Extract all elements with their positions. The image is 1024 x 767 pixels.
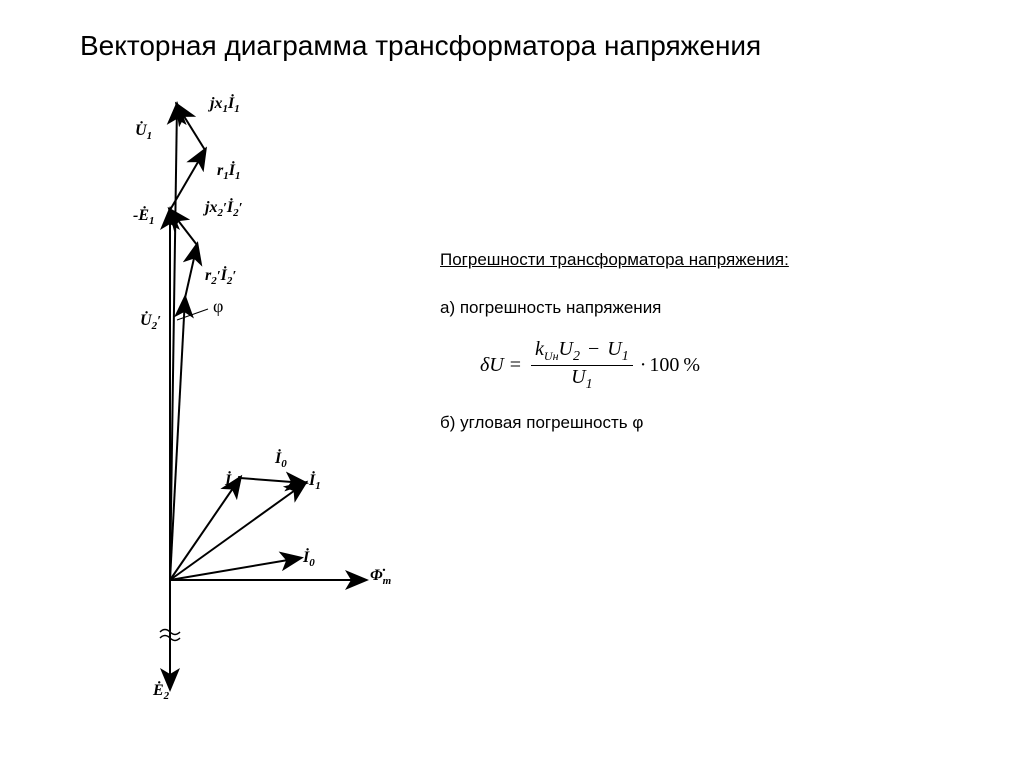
label-U2p: U̇2′ xyxy=(140,311,161,332)
label-r1I1: r1İ1 xyxy=(217,160,240,182)
label-jx1I1: jx1İ1 xyxy=(207,93,240,115)
item-b: б) угловая погрешность φ xyxy=(440,413,940,433)
label-Phi_m: Φ̇m xyxy=(370,567,392,587)
label-I0_lower: İ0 xyxy=(302,547,315,569)
label-r2I2: r2′İ2′ xyxy=(205,265,236,287)
label-jx2I2: jx2′İ2′ xyxy=(202,197,243,219)
label-U1: U̇1 xyxy=(135,121,152,142)
formula-voltage-error: δU = kUнU2 − U1 U1 · 100 % xyxy=(480,338,940,393)
vector-diagram: Φ̇m İ0 İ1 İ2′ İ0 U̇2′ -Ė1 r2′İ2′ jx2′İ2′ r1İ1 jx1İ… xyxy=(85,80,435,700)
errors-heading: Погрешности трансформатора напряжения: xyxy=(440,250,940,270)
vector-r2I2 xyxy=(185,245,197,298)
label-I2p: İ2′ xyxy=(224,470,241,492)
vector-I1 xyxy=(170,483,305,580)
label-I0_upper: İ0 xyxy=(274,448,287,470)
label-I1: İ1 xyxy=(308,470,321,492)
label-E1neg: -Ė1 xyxy=(133,205,155,227)
vector-I0_lower xyxy=(170,558,300,580)
vector-I2p xyxy=(170,478,240,580)
phi-label: φ xyxy=(213,296,223,316)
vector-jx1I1 xyxy=(177,105,205,150)
label-E2: Ė2 xyxy=(152,680,170,700)
right-text-block: Погрешности трансформатора напряжения: а… xyxy=(440,250,940,433)
page-title: Векторная диаграмма трансформатора напря… xyxy=(80,30,761,62)
item-a: а) погрешность напряжения xyxy=(440,298,940,318)
vector-I0_upper xyxy=(240,478,305,483)
